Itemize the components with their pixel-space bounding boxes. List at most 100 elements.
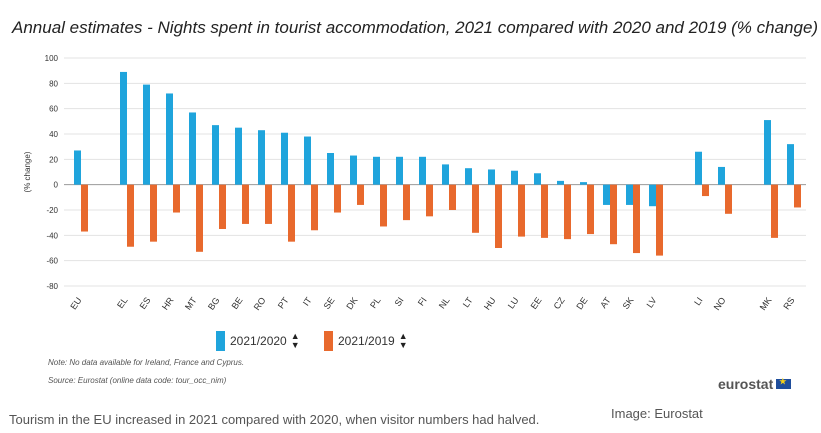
bar-2021-2019-fi: [426, 184, 433, 217]
chart-title: Annual estimates - Nights spent in touri…: [12, 18, 819, 37]
bar-2021-2020-li: [695, 151, 702, 185]
bar-2021-2019-sk: [633, 184, 640, 254]
legend-swatch-orange: [324, 331, 333, 351]
bar-2021-2020-mk: [764, 120, 771, 185]
bar-2021-2020-se: [327, 153, 334, 185]
bar-2021-2019-li: [702, 184, 709, 197]
bar-2021-2019-be: [242, 184, 249, 224]
bar-2021-2020-el: [120, 71, 127, 185]
bar-2021-2019-cz: [564, 184, 571, 240]
chart-source: Source: Eurostat (online data code: tour…: [48, 376, 227, 385]
bar-2021-2020-ro: [258, 130, 265, 185]
x-tick-label-lt: LT: [461, 295, 475, 309]
bar-2021-2020-lu: [511, 170, 518, 185]
bar-2021-2019-mt: [196, 184, 203, 252]
x-tick-label-fi: FI: [416, 295, 429, 307]
bar-2021-2019-bg: [219, 184, 226, 229]
bar-2021-2020-be: [235, 127, 242, 185]
bar-2021-2020-ee: [534, 173, 541, 185]
bar-2021-2020-nl: [442, 164, 449, 185]
bar-2021-2019-nl: [449, 184, 456, 210]
y-tick-label: -40: [46, 231, 58, 240]
y-tick-label: 40: [49, 130, 58, 139]
y-tick-label: -20: [46, 206, 58, 215]
x-tick-label-lu: LU: [506, 295, 521, 310]
bar-2021-2020-sk: [626, 184, 633, 205]
legend-item-2021-2019[interactable]: 2021/2019 ▲ ▼: [324, 331, 408, 351]
bar-2021-2020-es: [143, 84, 150, 185]
bar-2021-2020-cz: [557, 180, 564, 185]
bar-2021-2019-hr: [173, 184, 180, 213]
x-tick-label-de: DE: [574, 295, 589, 311]
bar-2021-2020-eu: [74, 150, 81, 185]
sort-arrows-icon[interactable]: ▲ ▼: [290, 331, 300, 350]
x-tick-label-no: NO: [712, 295, 728, 312]
bar-2021-2020-dk: [350, 155, 357, 185]
x-tick-label-se: SE: [322, 295, 337, 311]
eurostat-logo: eurostat: [718, 376, 792, 392]
bar-2021-2020-pt: [281, 132, 288, 185]
bar-2021-2019-lv: [656, 184, 663, 256]
y-tick-label: 80: [49, 79, 58, 88]
eu-flag-icon: [776, 377, 792, 389]
y-tick-label: -60: [46, 257, 58, 266]
image-caption: Tourism in the EU increased in 2021 comp…: [9, 412, 540, 427]
x-tick-label-mk: MK: [758, 295, 774, 312]
bar-2021-2019-pl: [380, 184, 387, 227]
bar-2021-2019-lu: [518, 184, 525, 237]
legend-item-2021-2020[interactable]: 2021/2020 ▲ ▼: [216, 331, 300, 351]
chart-note: Note: No data available for Ireland, Fra…: [48, 358, 245, 367]
logo-text: eurostat: [718, 376, 774, 392]
bar-2021-2020-hr: [166, 93, 173, 185]
bar-2021-2019-pt: [288, 184, 295, 242]
y-tick-label: -80: [46, 282, 58, 291]
x-tick-label-sk: SK: [621, 295, 636, 311]
sort-arrows-icon[interactable]: ▲ ▼: [398, 331, 408, 350]
x-tick-label-be: BE: [230, 295, 245, 311]
bar-2021-2019-dk: [357, 184, 364, 205]
y-tick-label: 20: [49, 155, 58, 164]
bar-2021-2019-se: [334, 184, 341, 213]
chart-plot: -80 -60 -40 -20 0 20 40 60 80 100 (% change) EU EL ES…: [23, 54, 806, 312]
legend-label: 2021/2020: [230, 334, 287, 348]
bar-2021-2019-at: [610, 184, 617, 245]
bar-2021-2020-hu: [488, 169, 495, 185]
y-tick-label: 0: [54, 181, 59, 190]
image-credit: Image: Eurostat: [611, 406, 703, 421]
bar-2021-2019-lt: [472, 184, 479, 233]
x-tick-label-at: AT: [598, 295, 613, 310]
legend-label: 2021/2019: [338, 334, 395, 348]
x-tick-label-bg: BG: [206, 295, 222, 311]
x-tick-label-ee: EE: [529, 295, 544, 311]
x-tick-label-lv: LV: [645, 295, 659, 309]
x-tick-label-hr: HR: [160, 295, 176, 312]
x-tick-label-mt: MT: [183, 295, 199, 312]
bar-2021-2020-de: [580, 182, 587, 185]
bar-2021-2020-mt: [189, 112, 196, 185]
chart-frame: Annual estimates - Nights spent in touri…: [0, 0, 821, 402]
x-tick-label-eu: EU: [68, 295, 83, 311]
bar-2021-2019-eu: [81, 184, 88, 232]
y-axis-label: (% change): [23, 151, 32, 192]
bar-2021-2019-hu: [495, 184, 502, 248]
bar-2021-2020-rs: [787, 144, 794, 185]
bar-2021-2020-lv: [649, 184, 656, 207]
legend-swatch-blue: [216, 331, 225, 351]
bar-2021-2019-rs: [794, 184, 801, 208]
bar-2021-2020-no: [718, 166, 725, 185]
bar-2021-2020-it: [304, 136, 311, 185]
bar-2021-2019-es: [150, 184, 157, 242]
bar-2021-2019-de: [587, 184, 594, 235]
x-tick-label-si: SI: [393, 295, 406, 308]
x-tick-label-dk: DK: [344, 295, 359, 311]
x-tick-label-es: ES: [138, 295, 153, 311]
bar-2021-2020-bg: [212, 125, 219, 185]
x-tick-label-pl: PL: [368, 295, 383, 310]
x-tick-label-nl: NL: [437, 295, 452, 310]
x-tick-label-hu: HU: [482, 295, 498, 311]
x-tick-label-li: LI: [692, 295, 705, 307]
y-tick-label: 100: [45, 54, 59, 63]
bar-2021-2019-ro: [265, 184, 272, 224]
bar-2021-2020-si: [396, 156, 403, 185]
bar-2021-2019-mk: [771, 184, 778, 238]
